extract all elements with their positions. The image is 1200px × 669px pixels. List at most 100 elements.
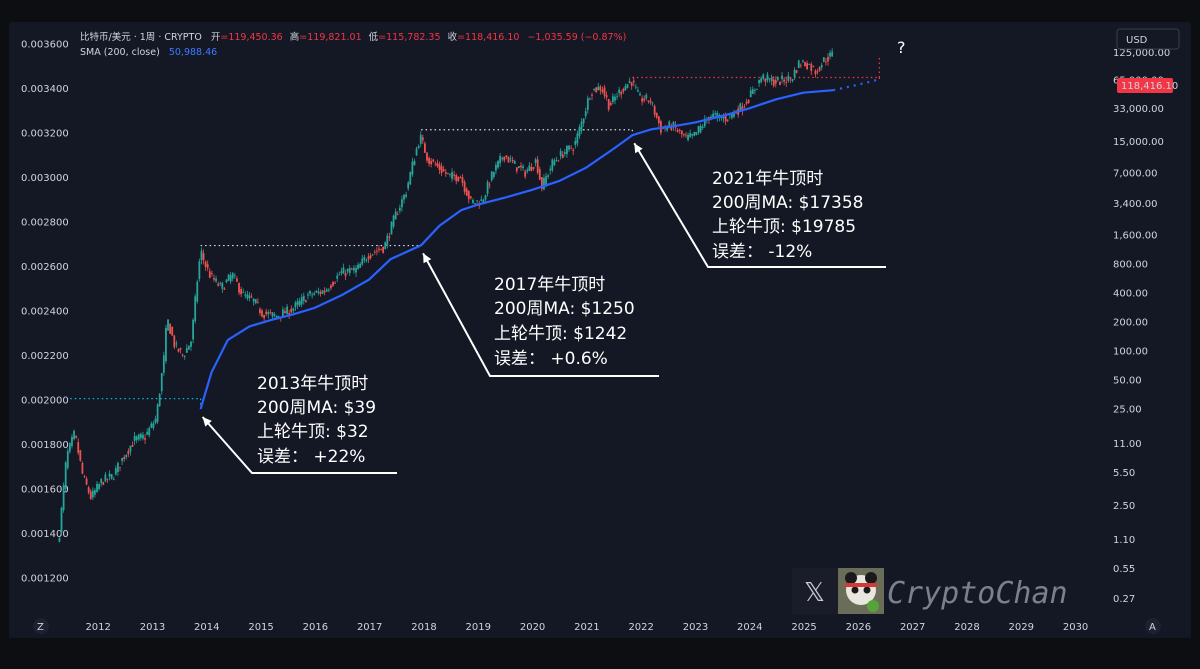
price-tick-label: 11.00 <box>1113 439 1142 450</box>
sma-value: 50,988.46 <box>169 47 217 58</box>
candle-body <box>196 281 199 302</box>
candle-body <box>449 173 451 175</box>
candle-body <box>290 308 293 313</box>
candle-body <box>486 181 489 194</box>
candle-body <box>325 289 328 292</box>
candle-body <box>382 246 385 253</box>
candle-body <box>597 86 600 91</box>
price-tick-label: 33,000.00 <box>1113 104 1164 115</box>
candle-body <box>703 118 706 127</box>
annotation-arrow <box>633 142 886 268</box>
candle-body <box>580 121 583 131</box>
candle-body <box>81 463 84 474</box>
candle-body <box>522 166 524 169</box>
legend-line-2[interactable]: SMA (200, close) 50,988.46 <box>80 47 217 58</box>
candle-body <box>670 126 673 130</box>
candle-body <box>173 335 176 348</box>
price-tick-label: 800.00 <box>1113 259 1148 270</box>
candle-body <box>185 348 188 353</box>
candle-body <box>630 82 633 86</box>
candle-body <box>804 62 806 67</box>
reference-levels <box>70 58 880 409</box>
candle-body <box>459 177 462 179</box>
candle-body <box>188 345 190 350</box>
candle-body <box>300 297 303 305</box>
candle-body <box>490 171 493 181</box>
log-scale-toggle[interactable]: Z <box>33 618 49 634</box>
candle-body <box>797 60 800 69</box>
candle-body <box>375 250 378 252</box>
candle-body <box>154 418 157 423</box>
auto-scale-toggle[interactable]: A <box>1145 618 1161 634</box>
candle-body <box>534 159 537 163</box>
candle-body <box>246 294 249 299</box>
candle-body <box>530 166 533 171</box>
candle-body <box>240 289 243 295</box>
candle-body <box>332 282 334 286</box>
candle-body <box>806 63 809 70</box>
panda-avatar-icon <box>838 568 884 614</box>
candle-body <box>712 113 715 118</box>
candle-body <box>570 147 573 149</box>
candle-body <box>568 145 570 150</box>
candle-body <box>538 169 541 180</box>
candle-body <box>576 133 579 144</box>
candle-body <box>304 300 307 303</box>
annotation-arrows <box>201 142 886 474</box>
high-value: =119,821.01 <box>299 32 361 43</box>
candle-body <box>131 444 134 447</box>
candle-body <box>271 312 274 317</box>
annotation-2017-line-4: 误差： +0.6% <box>494 349 608 369</box>
candle-body <box>637 90 639 92</box>
candle-body <box>492 171 495 178</box>
x-tick-label: 2013 <box>140 622 165 633</box>
candle-body <box>123 457 126 460</box>
candle-body <box>501 157 504 160</box>
low-label: 低 <box>369 31 379 43</box>
currency-selector[interactable]: USD <box>1116 28 1180 50</box>
candle-body <box>749 90 752 98</box>
candle-body <box>497 160 499 168</box>
candle-body <box>152 423 155 429</box>
candle-body <box>453 174 456 176</box>
annotation-2021-line-2: 200周MA: $17358 <box>712 193 863 213</box>
price-tick-label: 125,000.00 <box>1113 48 1170 59</box>
price-tick-label: 3,400.00 <box>1113 199 1158 210</box>
price-tick-label: 25.00 <box>1113 404 1142 415</box>
watermark: 𝕏 CryptoChan <box>792 568 1068 614</box>
candle-body <box>309 290 311 294</box>
candle-body <box>563 152 566 154</box>
candle-body <box>160 373 163 392</box>
candle-body <box>559 150 562 156</box>
candle-body <box>294 302 297 308</box>
candle-body <box>254 299 257 304</box>
candle-body <box>589 98 591 100</box>
candle-body <box>137 434 140 440</box>
candle-body <box>799 64 802 66</box>
candle-body <box>398 207 401 211</box>
candle-body <box>281 309 284 317</box>
candle-body <box>528 165 531 171</box>
price-chart[interactable]: 0.003600 0.003400 0.003200 0.003000 0.002800… <box>9 22 1191 638</box>
candle-body <box>614 96 616 101</box>
candle-body <box>714 113 717 115</box>
annotation-2013-line-4: 误差： +22% <box>257 447 365 467</box>
time-axis[interactable]: 2012 2013 2014 2015 2016 2017 2018 2019 2020 2021… <box>85 622 1088 633</box>
arrowhead-icon <box>634 143 643 154</box>
price-axis[interactable]: 125,000.0065,000.0033,000.0015,000.007,0… <box>1113 48 1170 605</box>
candle-body <box>509 158 512 160</box>
candle-body <box>724 116 727 122</box>
candle-body <box>60 507 63 533</box>
candle-body <box>465 188 468 196</box>
annotation-2021-line-4: 误差： -12% <box>712 242 812 262</box>
candle-body <box>467 190 470 200</box>
candle-body <box>284 311 286 314</box>
candle-body <box>89 491 92 499</box>
candle-body <box>751 89 754 94</box>
ratio-tick-label: 0.001600 <box>21 485 69 496</box>
x-tick-label: 2026 <box>846 622 871 633</box>
candle-body <box>273 314 276 316</box>
candle-body <box>741 106 744 112</box>
candle-body <box>726 119 729 121</box>
candle-body <box>206 264 209 268</box>
